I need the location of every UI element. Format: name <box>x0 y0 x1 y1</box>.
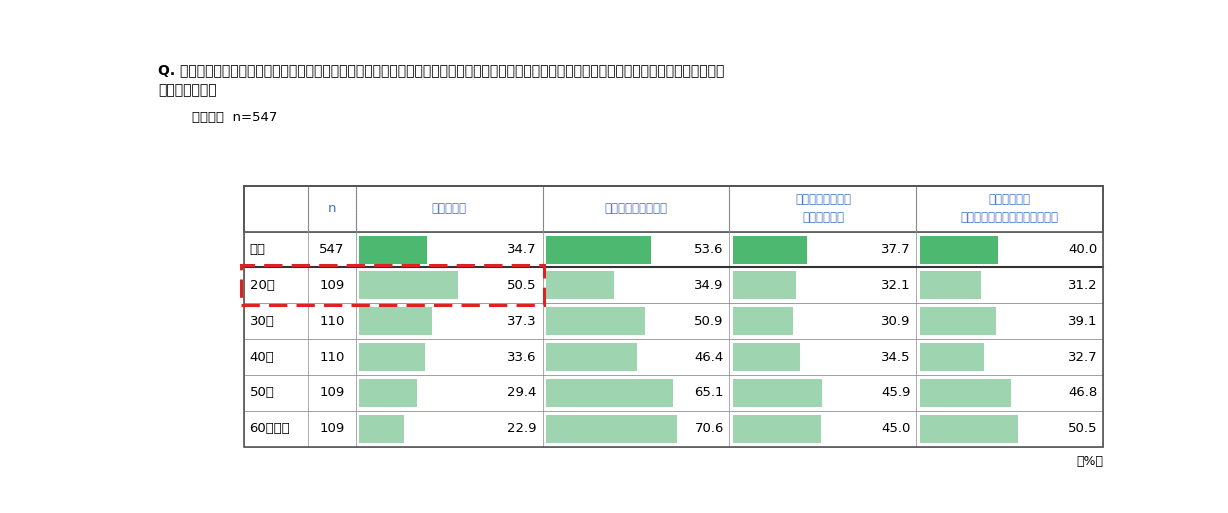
Text: 30代: 30代 <box>249 315 275 328</box>
Bar <box>546 415 677 443</box>
Bar <box>733 235 807 264</box>
Bar <box>244 411 1103 447</box>
Text: 内容が腹落ちし、
共感している: 内容が腹落ちし、 共感している <box>795 193 851 224</box>
Bar <box>244 339 1103 375</box>
Text: 110: 110 <box>319 315 345 328</box>
Text: 33.6: 33.6 <box>507 350 537 364</box>
Bar <box>360 415 404 443</box>
Text: 内容を理解している: 内容を理解している <box>604 202 668 215</box>
Bar <box>360 271 458 300</box>
Bar <box>920 235 998 264</box>
Text: 60代以上: 60代以上 <box>249 422 290 435</box>
Text: 110: 110 <box>319 350 345 364</box>
Text: 従業員層  n=547: 従業員層 n=547 <box>192 111 278 124</box>
Text: 70.6: 70.6 <box>694 422 723 435</box>
Bar <box>244 375 1103 411</box>
Text: 34.9: 34.9 <box>694 279 723 292</box>
Text: 53.6: 53.6 <box>694 243 723 256</box>
Bar <box>733 379 823 407</box>
Bar <box>244 303 1103 339</box>
Text: 50代: 50代 <box>249 386 275 400</box>
Text: 22.9: 22.9 <box>507 422 537 435</box>
Text: 30.9: 30.9 <box>882 315 911 328</box>
Bar <box>546 343 636 371</box>
Text: 50.5: 50.5 <box>1068 422 1098 435</box>
Text: （%）: （%） <box>1076 455 1103 467</box>
Text: 37.7: 37.7 <box>880 243 911 256</box>
Bar <box>920 271 981 300</box>
Bar <box>733 343 801 371</box>
Text: 50.5: 50.5 <box>507 279 537 292</box>
Bar <box>546 307 645 335</box>
Text: 46.4: 46.4 <box>695 350 723 364</box>
Bar <box>733 307 793 335</box>
Text: 109: 109 <box>319 422 345 435</box>
Bar <box>733 415 820 443</box>
Bar <box>733 271 796 300</box>
Bar <box>244 267 1103 303</box>
Text: n: n <box>328 202 336 215</box>
Text: 547: 547 <box>319 243 345 256</box>
Text: 34.7: 34.7 <box>507 243 537 256</box>
Text: 関心がない: 関心がない <box>431 202 467 215</box>
Bar <box>360 343 425 371</box>
Text: 20代: 20代 <box>249 279 275 292</box>
Text: れひとつだけ）: れひとつだけ） <box>158 83 217 97</box>
Text: 32.7: 32.7 <box>1068 350 1098 364</box>
Text: 65.1: 65.1 <box>694 386 723 400</box>
Text: 40.0: 40.0 <box>1068 243 1098 256</box>
Text: 46.8: 46.8 <box>1068 386 1098 400</box>
Text: 109: 109 <box>319 386 345 400</box>
Bar <box>546 379 673 407</box>
Text: 31.2: 31.2 <box>1068 279 1098 292</box>
Text: 45.0: 45.0 <box>882 422 911 435</box>
Bar <box>360 235 427 264</box>
Text: 45.9: 45.9 <box>882 386 911 400</box>
Text: 34.5: 34.5 <box>882 350 911 364</box>
Bar <box>360 379 416 407</box>
Text: 29.4: 29.4 <box>507 386 537 400</box>
Bar <box>546 271 614 300</box>
Text: 39.1: 39.1 <box>1068 315 1098 328</box>
Text: 実践している
（自身の業務・行動への反映）: 実践している （自身の業務・行動への反映） <box>960 193 1059 224</box>
Bar <box>244 231 1103 267</box>
Text: 全体: 全体 <box>249 243 265 256</box>
Text: 40代: 40代 <box>249 350 274 364</box>
Bar <box>360 307 432 335</box>
Text: 37.3: 37.3 <box>507 315 537 328</box>
Text: 32.1: 32.1 <box>880 279 911 292</box>
Bar <box>920 343 984 371</box>
Text: Q. あなたのお勤め先の「社会的存在意義」（パーパスや企業理念など）に対して、あなたの現状やお考えに近いものを選択してください。（それぞ: Q. あなたのお勤め先の「社会的存在意義」（パーパスや企業理念など）に対して、あ… <box>158 64 725 77</box>
Text: 50.9: 50.9 <box>694 315 723 328</box>
Bar <box>546 235 651 264</box>
Bar <box>920 307 996 335</box>
Bar <box>920 415 1018 443</box>
Text: 109: 109 <box>319 279 345 292</box>
Bar <box>920 379 1011 407</box>
